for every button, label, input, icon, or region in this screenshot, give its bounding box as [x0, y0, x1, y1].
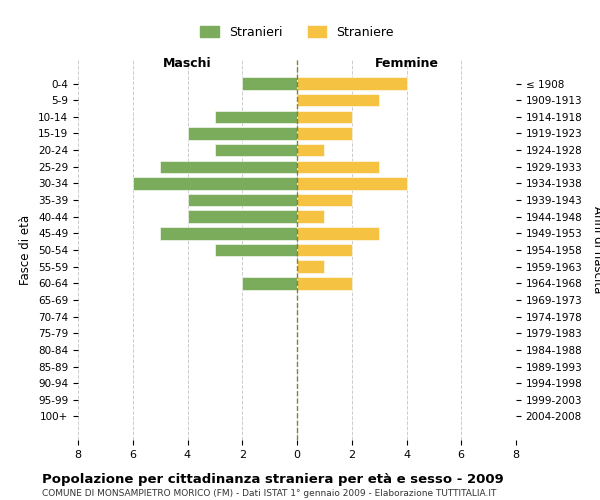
Bar [297, 160, 379, 173]
Text: COMUNE DI MONSAMPIETRO MORICO (FM) - Dati ISTAT 1° gennaio 2009 - Elaborazione T: COMUNE DI MONSAMPIETRO MORICO (FM) - Dat… [42, 489, 496, 498]
Text: Femmine: Femmine [374, 57, 439, 70]
Bar [297, 78, 407, 90]
Bar [160, 227, 297, 239]
Bar [187, 210, 297, 223]
Bar [297, 260, 325, 273]
Bar [215, 244, 297, 256]
Bar [297, 194, 352, 206]
Legend: Stranieri, Straniere: Stranieri, Straniere [195, 20, 399, 44]
Bar [297, 127, 352, 140]
Bar [297, 177, 407, 190]
Bar [297, 210, 325, 223]
Bar [187, 194, 297, 206]
Text: Maschi: Maschi [163, 57, 212, 70]
Text: Popolazione per cittadinanza straniera per età e sesso - 2009: Popolazione per cittadinanza straniera p… [42, 472, 504, 486]
Bar [297, 227, 379, 239]
Y-axis label: Anni di nascita: Anni di nascita [591, 206, 600, 294]
Bar [215, 110, 297, 123]
Y-axis label: Fasce di età: Fasce di età [19, 215, 32, 285]
Bar [297, 244, 352, 256]
Bar [297, 144, 325, 156]
Bar [242, 277, 297, 289]
Bar [215, 144, 297, 156]
Bar [297, 277, 352, 289]
Bar [297, 94, 379, 106]
Bar [297, 110, 352, 123]
Bar [187, 127, 297, 140]
Bar [242, 78, 297, 90]
Bar [160, 160, 297, 173]
Bar [133, 177, 297, 190]
